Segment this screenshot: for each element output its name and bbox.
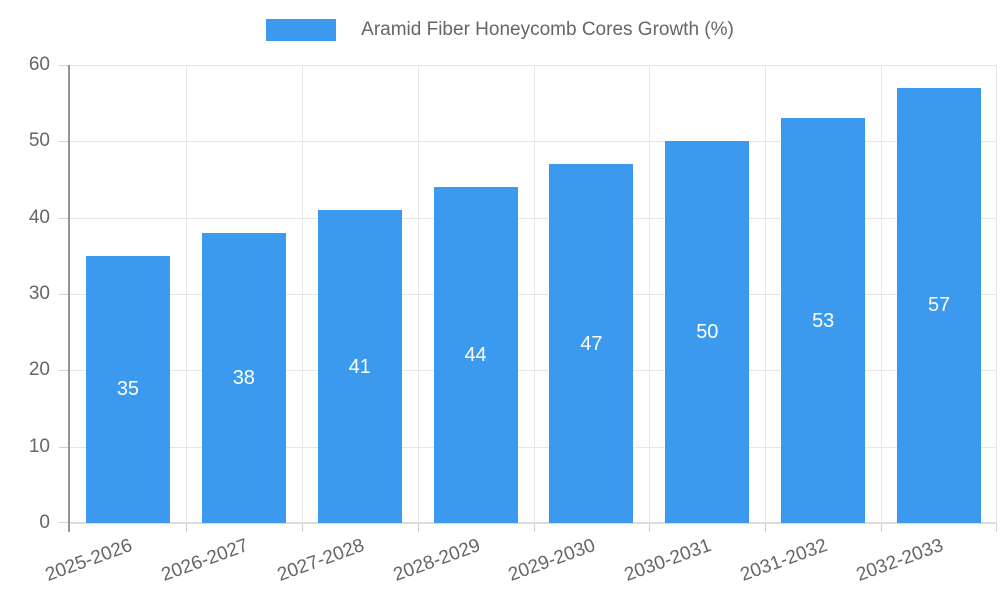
x-gridline [301, 65, 303, 523]
chart-legend[interactable]: Aramid Fiber Honeycomb Cores Growth (%) [0, 17, 1000, 43]
x-axis-tick [765, 523, 767, 532]
x-axis-tick-label: 2025-2026 [42, 535, 136, 586]
bar-value-label: 44 [464, 344, 487, 367]
bar-2025-2026[interactable]: 35 [85, 255, 170, 523]
bar-2030-2031[interactable]: 50 [665, 141, 750, 523]
x-gridline [765, 65, 767, 523]
y-axis-tick-label: 10 [28, 435, 50, 457]
bar-value-label: 50 [696, 321, 719, 344]
bar-value-label: 38 [232, 366, 255, 389]
x-axis-tick [881, 523, 883, 532]
x-axis-tick-label: 2027-2028 [274, 535, 367, 586]
x-axis-tick [417, 523, 419, 532]
bar-2031-2032[interactable]: 53 [781, 118, 866, 523]
x-gridline [881, 65, 883, 523]
y-axis-tick [59, 522, 68, 523]
x-gridline [533, 65, 535, 523]
x-axis-tick [649, 523, 651, 532]
bar-2029-2030[interactable]: 47 [549, 164, 634, 523]
x-gridline [185, 65, 187, 523]
legend-label: Aramid Fiber Honeycomb Cores Growth (%) [361, 19, 734, 40]
x-axis-tick [533, 523, 535, 532]
x-axis-tick [185, 523, 187, 532]
bar-value-label: 47 [580, 332, 603, 355]
y-axis-tick [59, 217, 68, 219]
bar-2032-2033[interactable]: 57 [897, 87, 982, 523]
x-axis-tick [996, 523, 997, 532]
y-axis-tick [59, 446, 68, 448]
y-axis-tick-label: 40 [28, 206, 50, 228]
bar-value-label: 57 [927, 294, 951, 317]
bar-value-label: 41 [348, 355, 371, 378]
x-axis-tick-label: 2028-2029 [390, 535, 483, 586]
x-axis-tick-label: 2031-2032 [737, 535, 831, 586]
x-axis-tick-label: 2029-2030 [506, 535, 599, 586]
x-axis-tick-label: 2032-2033 [853, 535, 947, 586]
y-axis-line-tick [68, 523, 70, 532]
bar-value-label: 53 [812, 309, 835, 332]
bar-2027-2028[interactable]: 41 [317, 210, 402, 523]
y-axis-tick-label: 0 [39, 512, 50, 533]
x-axis-tick [301, 523, 303, 532]
legend-swatch-icon [266, 19, 337, 41]
y-axis-tick [59, 65, 68, 66]
x-gridline [996, 65, 997, 523]
x-axis-tick-label: 2026-2027 [158, 535, 251, 586]
x-gridline [649, 65, 651, 523]
bar-2028-2029[interactable]: 44 [433, 187, 518, 523]
x-gridline [417, 65, 419, 523]
plot-area: 0 10 20 30 40 50 60 35 2025-2026 38 2026-2027 41 202… [29, 54, 997, 586]
y-axis-tick [59, 294, 68, 295]
bar-2026-2027[interactable]: 38 [201, 232, 286, 523]
y-axis-tick [59, 141, 68, 143]
y-axis-tick-label: 60 [28, 54, 50, 75]
x-axis-tick-label: 2030-2031 [621, 535, 715, 586]
y-axis-tick-label: 50 [28, 130, 50, 152]
bar-value-label: 35 [116, 378, 140, 401]
y-axis-tick [59, 370, 68, 372]
y-axis-tick-label: 20 [28, 359, 50, 381]
y-axis-tick-label: 30 [28, 283, 50, 304]
